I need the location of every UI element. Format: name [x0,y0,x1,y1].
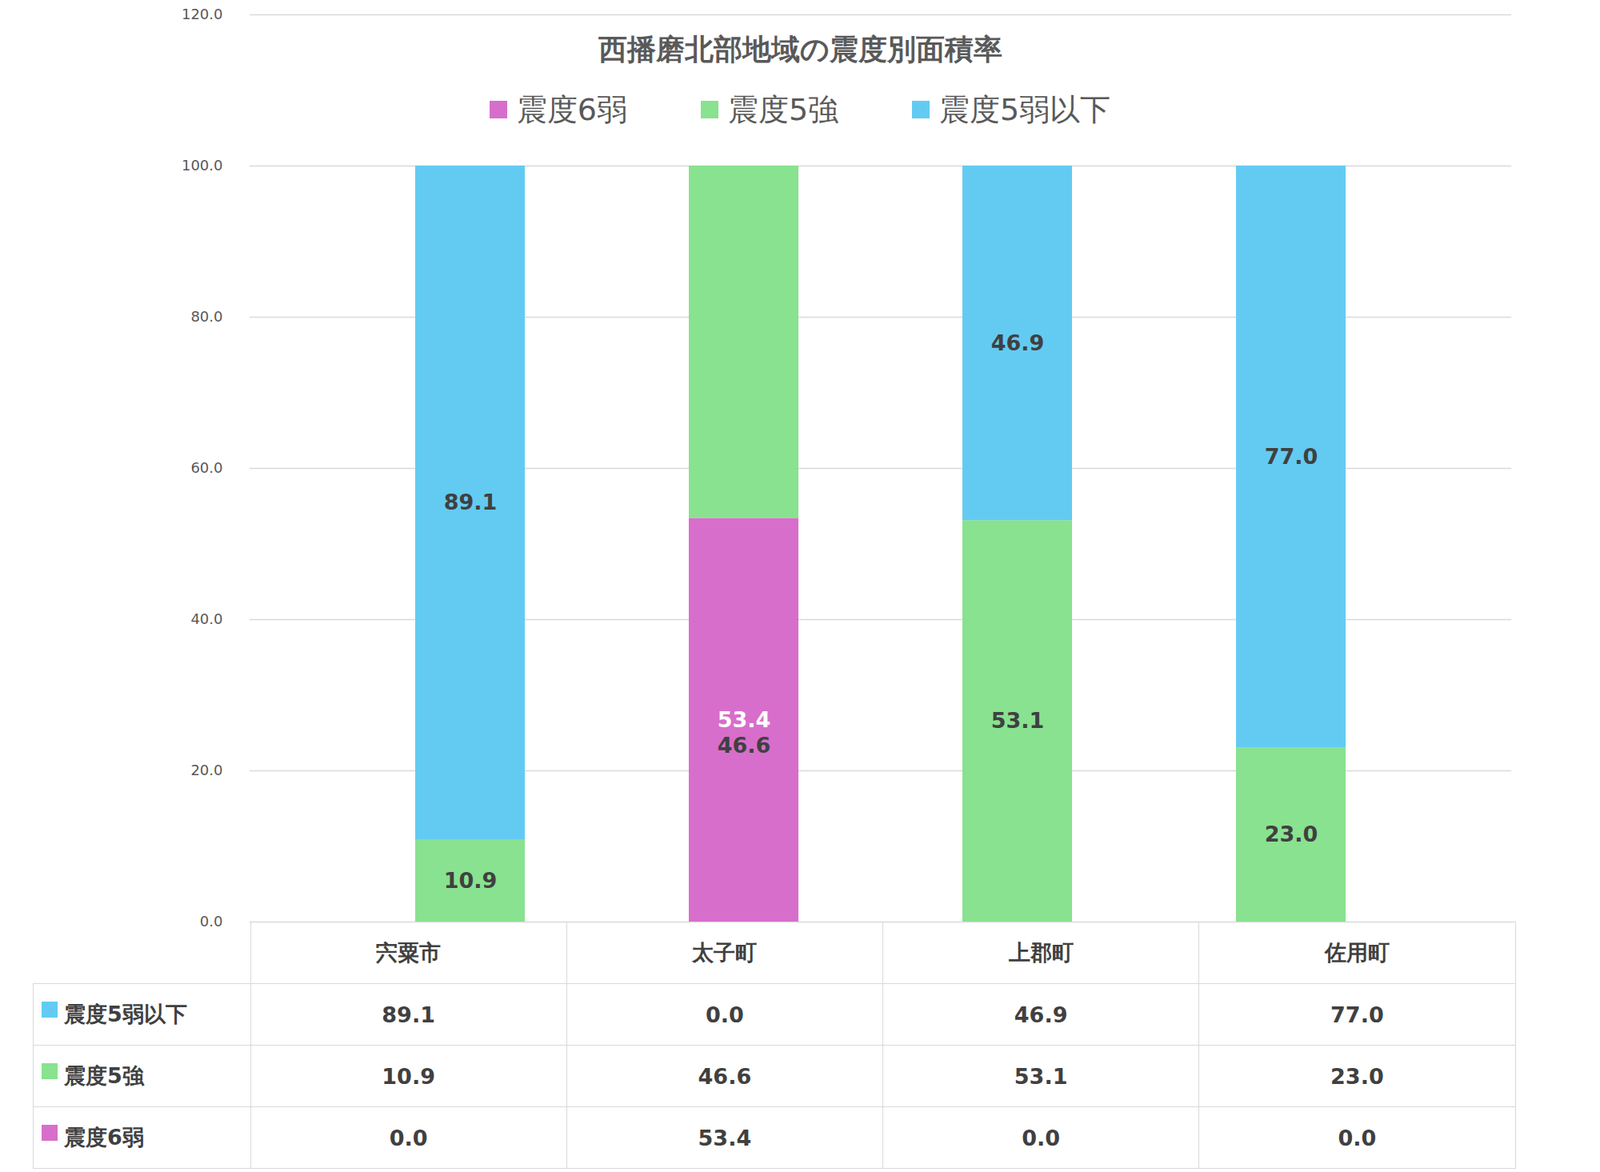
svg-text:10.9: 10.9 [444,868,498,893]
svg-text:53.1: 53.1 [991,708,1045,733]
html-text:0.0: 0.0 [1338,1125,1377,1150]
html-text:震度5弱以下: 震度5弱以下 [64,1001,188,1027]
html-text:53.1: 53.1 [1014,1063,1068,1089]
html-text:太子町: 太子町 [692,940,758,965]
svg-text:0.0: 0.0 [200,912,224,928]
html-text:53.4: 53.4 [698,1125,752,1150]
svg-text:46.6: 46.6 [717,732,772,758]
html-text:77.0: 77.0 [1330,1002,1384,1027]
html-text:0.0: 0.0 [705,1002,744,1027]
html-text:0.0: 0.0 [1021,1125,1060,1150]
html-text:震度5強: 震度5強 [64,1063,144,1088]
html-text:23.0: 23.0 [1330,1063,1384,1089]
svg-text:100.0: 100.0 [181,156,224,174]
html-text:0.0: 0.0 [389,1125,428,1150]
svg-text:20.0: 20.0 [190,761,223,779]
svg-text:120.0: 120.0 [181,5,224,23]
html-text:震度5強: 震度5強 [727,92,839,128]
html-text:89.1: 89.1 [381,1002,436,1027]
html-text:佐用町: 佐用町 [1324,940,1390,965]
html-text:震度6弱: 震度6弱 [516,92,628,128]
html-text:46.9: 46.9 [1014,1002,1068,1027]
html-text:西播磨北部地域の震度別面積率: 西播磨北部地域の震度別面積率 [598,32,1002,66]
html-text:震度5弱以下: 震度5弱以下 [939,92,1111,128]
svg-text:89.1: 89.1 [444,489,498,515]
svg-text:60.0: 60.0 [190,459,223,476]
svg-text:77.0: 77.0 [1264,444,1319,469]
svg-text:53.4: 53.4 [717,707,772,732]
svg-text:80.0: 80.0 [190,308,223,325]
html-text:宍粟市: 宍粟市 [376,940,441,965]
svg-text:23.0: 23.0 [1264,821,1319,847]
html-text:10.9: 10.9 [381,1063,436,1089]
html-text:46.6: 46.6 [698,1063,752,1089]
svg-text:40.0: 40.0 [190,610,223,628]
html-text:上郡町: 上郡町 [1008,940,1074,965]
svg-text:46.9: 46.9 [991,330,1045,356]
html-text:震度6弱: 震度6弱 [64,1124,144,1150]
